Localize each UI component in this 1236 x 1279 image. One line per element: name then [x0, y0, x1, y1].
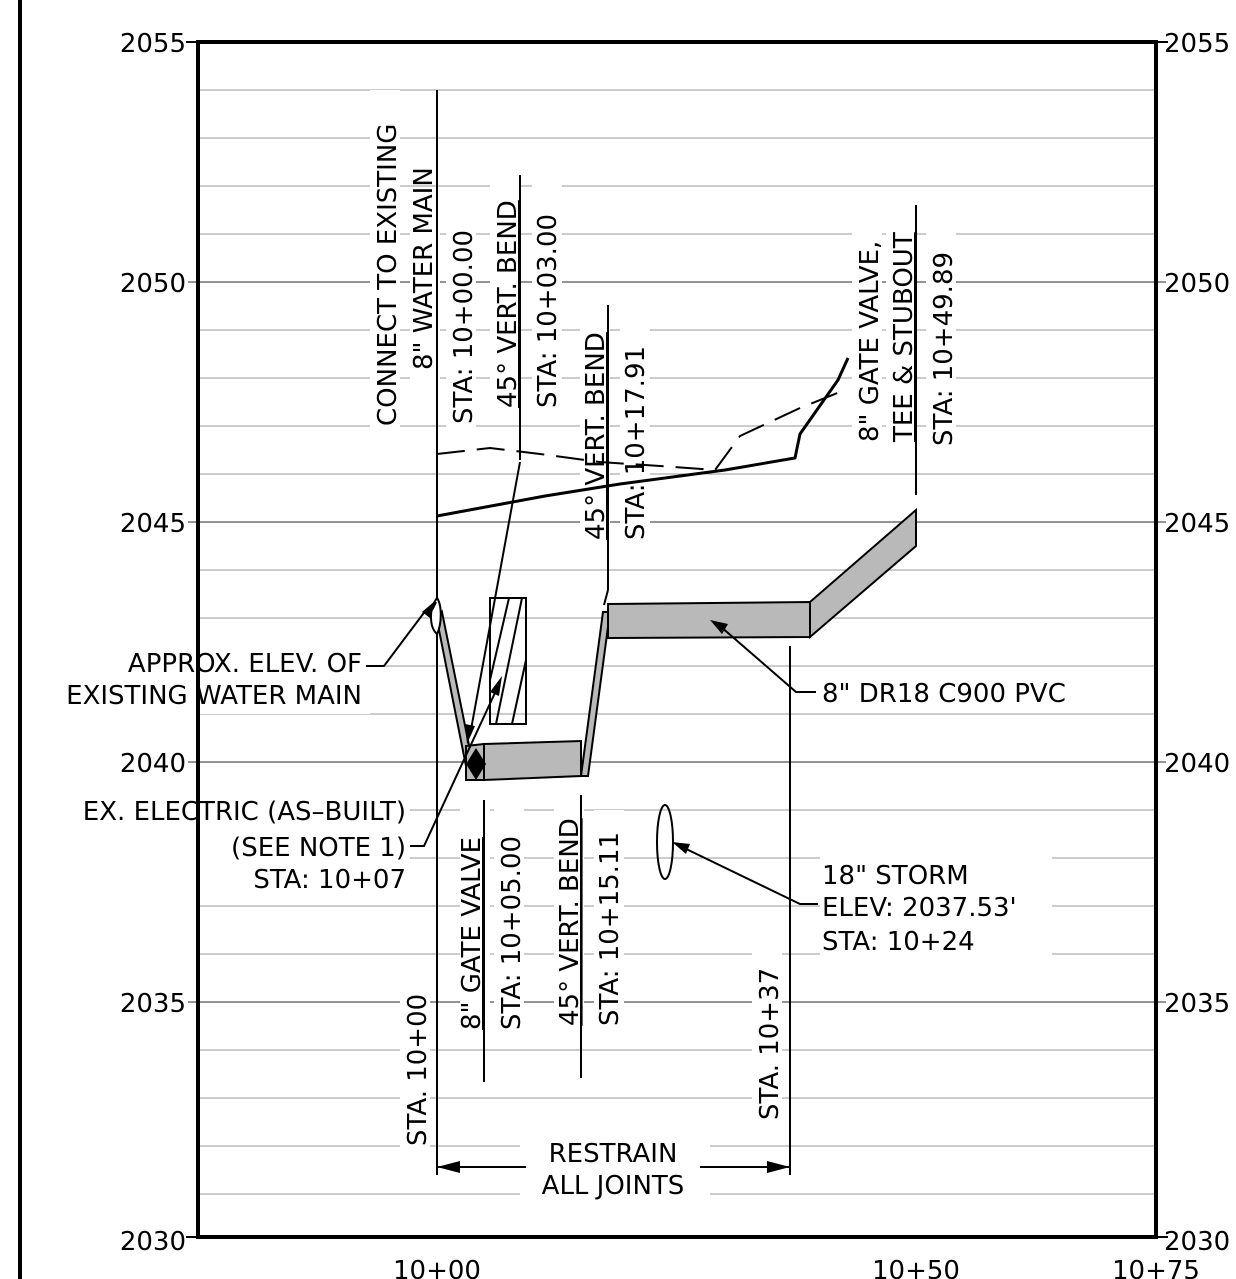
elev-left-2055: 2055: [120, 29, 186, 59]
label-sta-100300: STA: 10+03.00: [533, 214, 563, 408]
lower-callouts: 8" GATE VALVE STA: 10+05.00 45° VERT. BE…: [403, 818, 785, 1146]
label-gate-tee-line2: TEE & STUBOUT: [889, 232, 919, 443]
gate-valve-symbol: [466, 748, 486, 780]
proposed-ground-line: [436, 357, 850, 518]
elev-right-2055: 2055: [1164, 29, 1230, 59]
storm-pipe-symbol: [656, 804, 674, 880]
tick-marks: [186, 41, 1168, 1238]
label-gate-tee-line1: 8" GATE VALVE,: [855, 241, 885, 442]
label-connect-line2: 8" WATER MAIN: [409, 167, 439, 370]
label-sta-b-1000: STA. 10+00: [403, 994, 433, 1146]
existing-ground-line: [436, 391, 841, 472]
label-bend-45-c: 45° VERT. BEND: [555, 818, 585, 1026]
elev-left-2040: 2040: [120, 749, 186, 779]
station-lines: [436, 90, 917, 1175]
station-1075: 10+75: [1112, 1256, 1200, 1279]
station-1000: 10+00: [393, 1256, 481, 1279]
station-labels: 10+00 10+50 10+75: [393, 1256, 1200, 1279]
elev-left-2030: 2030: [120, 1227, 186, 1257]
label-sta-101791: STA: 10+17.91: [621, 346, 651, 540]
label-bend-45-b: 45° VERT. BEND: [581, 332, 611, 540]
elevation-labels-right: 2055 2050 2045 2040 2035 2030: [1164, 29, 1230, 1257]
label-pipe: 8" DR18 C900 PVC: [822, 679, 1066, 709]
elev-left-2035: 2035: [120, 989, 186, 1019]
label-restrain-line2: ALL JOINTS: [542, 1171, 685, 1201]
label-approx-line1: APPROX. ELEV. OF: [128, 649, 362, 679]
elev-left-2050: 2050: [120, 269, 186, 299]
label-storm-line3: STA: 10+24: [822, 927, 975, 957]
label-gate-valve: 8" GATE VALVE: [457, 837, 487, 1030]
horizontal-callouts: APPROX. ELEV. OF EXISTING WATER MAIN 8" …: [66, 649, 1066, 1201]
label-connect-line1: CONNECT TO EXISTING: [373, 124, 403, 426]
label-sta-100500: STA: 10+05.00: [497, 836, 527, 1030]
elev-left-2045: 2045: [120, 509, 186, 539]
water-main-pipe: [435, 507, 917, 782]
label-storm-line1: 18" STORM: [822, 861, 969, 891]
label-bend-45-a: 45° VERT. BEND: [493, 200, 523, 408]
label-electric-line3: STA: 10+07: [253, 865, 406, 895]
elev-right-2045: 2045: [1164, 509, 1230, 539]
label-sta-101511: STA: 10+15.11: [595, 832, 625, 1026]
label-restrain-line1: RESTRAIN: [549, 1139, 678, 1169]
station-1050: 10+50: [872, 1256, 960, 1279]
elevation-labels-left: 2055 2050 2045 2040 2035 2030: [120, 29, 186, 1257]
grid-lines: [198, 89, 1156, 1195]
arrowheads: [422, 600, 728, 854]
label-electric-line2: (SEE NOTE 1): [231, 833, 406, 863]
label-approx-line2: EXISTING WATER MAIN: [66, 681, 362, 711]
label-storm-line2: ELEV: 2037.53': [822, 893, 1017, 923]
elev-right-2035: 2035: [1164, 989, 1230, 1019]
label-masks: [30, 90, 1112, 1198]
label-sta-b-1037: STA. 10+37: [755, 968, 785, 1120]
major-grid-lines: [188, 281, 1166, 1003]
plot-frame: [196, 40, 1158, 1239]
elev-right-2050: 2050: [1164, 269, 1230, 299]
electric-duct: [489, 597, 527, 725]
elev-right-2040: 2040: [1164, 749, 1230, 779]
restrain-arrows: [437, 1161, 790, 1173]
label-electric-line1: EX. ELECTRIC (AS–BUILT): [83, 797, 406, 827]
leader-lines: [366, 461, 818, 905]
label-sta-100000: STA: 10+00.00: [449, 230, 479, 424]
label-sta-104989: STA: 10+49.89: [929, 252, 959, 446]
upper-callouts: CONNECT TO EXISTING 8" WATER MAIN STA: 1…: [373, 124, 959, 540]
elev-right-2030: 2030: [1164, 1227, 1230, 1257]
